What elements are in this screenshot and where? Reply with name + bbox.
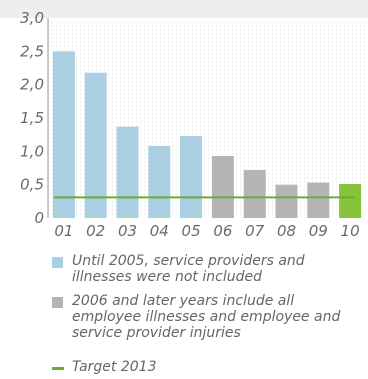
x-tick-label: 02 [86,222,105,240]
bar [52,51,75,219]
y-tick-label: 0 [34,209,44,227]
x-tick-label: 04 [150,222,169,240]
x-tick-label: 09 [309,222,328,240]
x-tick-label: 07 [245,222,265,240]
legend-item-from-2006: 2006 and later years include all employe… [52,293,368,361]
bar [148,146,171,218]
bar [211,156,234,218]
bar [307,182,330,218]
bar [84,72,107,219]
y-tick-label: 3,0 [20,9,44,27]
bar [339,184,362,218]
legend: Until 2005, service providers and illnes… [52,250,368,379]
legend-line-target [52,367,64,370]
y-tick-label: 2,0 [20,76,44,94]
y-tick-label: 1,0 [20,142,44,160]
bar [275,184,298,218]
x-tick-label: 10 [341,222,360,240]
x-tick-label: 05 [182,222,201,240]
legend-item-target: Target 2013 [52,359,368,377]
legend-label-from-2006: 2006 and later years include all employe… [72,293,341,341]
header-band [0,0,368,18]
legend-label-target: Target 2013 [72,359,157,375]
x-tick-label: 06 [213,222,232,240]
y-tick-label: 2,5 [20,42,44,60]
x-tick-label: 01 [54,222,73,240]
legend-item-until-2005: Until 2005, service providers and illnes… [52,253,368,289]
x-tick-label: 03 [118,222,137,240]
bar [243,170,266,218]
legend-swatch-until-2005 [52,257,63,268]
bar-chart: 0 0,5 1,0 1,5 2,0 2,5 3,0 01 02 03 04 05 06 07 08 09 10 [20,9,366,240]
y-tick-label: 1,5 [20,109,44,127]
bar [116,126,139,218]
legend-swatch-from-2006 [52,297,63,308]
x-tick-label: 08 [277,222,296,240]
legend-label-until-2005: Until 2005, service providers and illnes… [72,253,305,285]
bar [180,136,203,218]
y-tick-label: 0,5 [20,176,44,194]
